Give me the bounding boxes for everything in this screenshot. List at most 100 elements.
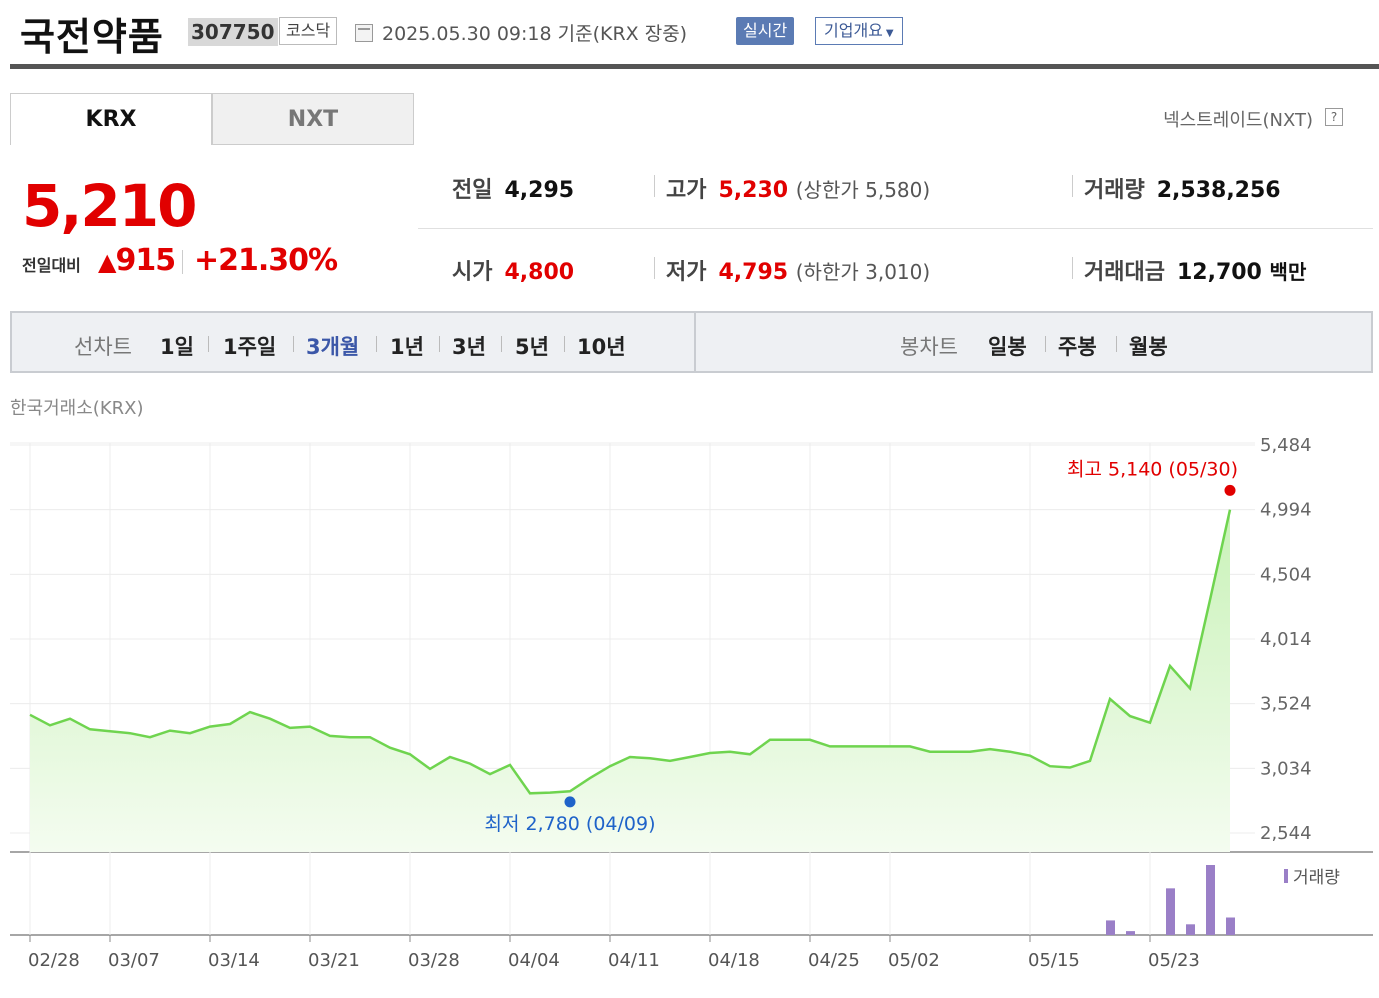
period-3y[interactable]: 3년: [452, 335, 486, 359]
high-label: 최고 5,140 (05/30): [1067, 458, 1238, 480]
volume-bars: 거래량: [1106, 865, 1340, 935]
annotations: 최고 5,140 (05/30) 최저 2,780 (04/09): [484, 458, 1238, 834]
low-marker: [564, 796, 576, 808]
period-separator: [376, 336, 377, 352]
x-tick-label: 05/15: [1028, 950, 1080, 971]
y-tick-label: 3,034: [1260, 758, 1312, 779]
candle-monthly[interactable]: 월봉: [1129, 335, 1168, 359]
stat-value: 4,800: [504, 260, 575, 285]
change-label: 전일대비: [22, 256, 81, 275]
x-tick-label: 03/07: [108, 950, 160, 971]
stat-low: 저가 4,795 (하한가 3,010): [666, 254, 930, 286]
high-marker: [1224, 484, 1236, 496]
period-separator: [293, 336, 294, 352]
current-price: 5,210: [22, 172, 197, 240]
period-separator: [501, 336, 502, 352]
stock-name: 국전약품: [20, 15, 164, 59]
stat-label: 고가: [666, 178, 707, 203]
quote-datetime: 2025.05.30 09:18 기준(KRX 장중): [382, 23, 688, 45]
period-1w[interactable]: 1주일: [223, 335, 277, 359]
stat-label: 저가: [666, 260, 707, 285]
stat-value: 4,295: [504, 178, 575, 203]
stat-value: 12,700: [1176, 260, 1262, 285]
lower-limit: (하한가 3,010): [795, 260, 931, 284]
volume-legend-label: 거래량: [1293, 868, 1340, 888]
stat-divider: [418, 228, 1373, 229]
stock-header: 국전약품 307750 코스닥 2025.05.30 09:18 기준(KRX …: [0, 0, 1379, 66]
change-percent: +21.30%: [194, 243, 338, 278]
x-tick-label: 04/18: [708, 950, 760, 971]
period-separator: [1045, 336, 1046, 352]
calendar-icon: [355, 24, 373, 42]
stat-label: 시가: [452, 260, 493, 285]
stat-open: 시가 4,800: [452, 254, 574, 286]
tab-nxt[interactable]: NXT: [212, 93, 414, 145]
candle-weekly[interactable]: 주봉: [1058, 335, 1097, 359]
stat-label: 전일: [452, 178, 493, 203]
volume-bar: [1106, 920, 1115, 935]
stat-volume: 거래량 2,538,256: [1084, 172, 1281, 204]
realtime-button[interactable]: 실시간: [736, 17, 795, 45]
company-info-dropdown[interactable]: 기업개요 ▼: [815, 17, 903, 45]
period-1y[interactable]: 1년: [390, 335, 424, 359]
candle-chart-label: 봉차트: [900, 335, 958, 359]
stat-value: 4,795: [718, 260, 789, 285]
change-amount: 915: [115, 243, 176, 278]
chart-grid: [10, 442, 1373, 936]
x-tick-label: 04/25: [808, 950, 860, 971]
low-label: 최저 2,780 (04/09): [484, 813, 655, 835]
volume-bar: [1206, 865, 1215, 935]
chart-source: 한국거래소(KRX): [10, 398, 144, 419]
up-arrow-icon: ▲: [98, 248, 116, 276]
help-icon[interactable]: ?: [1325, 108, 1343, 126]
stat-label: 거래량: [1084, 178, 1145, 203]
candle-daily[interactable]: 일봉: [988, 335, 1027, 359]
company-info-label: 기업개요: [824, 21, 883, 40]
change-separator: [182, 250, 183, 274]
y-tick-label: 4,014: [1260, 629, 1312, 650]
stat-unit: 백만: [1269, 260, 1307, 284]
period-3m[interactable]: 3개월: [306, 335, 360, 359]
change-value: ▲915: [98, 243, 176, 278]
period-separator: [1116, 336, 1117, 352]
nextrade-link[interactable]: 넥스트레이드(NXT): [1163, 110, 1313, 131]
volume-bar: [1126, 931, 1135, 935]
x-tick-label: 02/28: [28, 950, 80, 971]
upper-limit: (상한가 5,580): [795, 178, 931, 202]
header-divider: [10, 64, 1379, 69]
y-tick-label: 4,504: [1260, 564, 1312, 585]
period-1d[interactable]: 1일: [160, 335, 194, 359]
y-axis: 5,484 4,994 4,504 4,014 3,524 3,034 2,544: [1260, 435, 1312, 844]
line-chart-label: 선차트: [74, 335, 132, 359]
tab-krx[interactable]: KRX: [10, 93, 212, 145]
period-5y[interactable]: 5년: [515, 335, 549, 359]
stat-high: 고가 5,230 (상한가 5,580): [666, 172, 930, 204]
stat-amount: 거래대금 12,700 백만: [1084, 254, 1306, 286]
period-bar-divider: [694, 313, 696, 371]
volume-bar: [1166, 888, 1175, 935]
stat-separator: [654, 175, 655, 197]
x-axis: 02/28 03/07 03/14 03/21 03/28 04/04 04/11 04/18…: [28, 935, 1200, 971]
x-tick-label: 03/14: [208, 950, 260, 971]
period-separator: [208, 336, 209, 352]
period-separator: [564, 336, 565, 352]
x-tick-label: 04/04: [508, 950, 560, 971]
period-10y[interactable]: 10년: [577, 335, 626, 359]
price-line: [29, 509, 1232, 795]
stat-separator: [654, 257, 655, 279]
period-separator: [439, 336, 440, 352]
price-area: [30, 509, 1230, 852]
x-tick-label: 03/21: [308, 950, 360, 971]
y-tick-label: 3,524: [1260, 694, 1312, 715]
price-chart: 5,484 4,994 4,504 4,014 3,524 3,034 2,544 02/2…: [10, 435, 1373, 971]
volume-bar: [1186, 924, 1195, 935]
stat-prev-close: 전일 4,295: [452, 172, 574, 204]
stat-value: 2,538,256: [1156, 178, 1281, 203]
y-tick-label: 4,994: [1260, 500, 1312, 521]
stat-value: 5,230: [718, 178, 789, 203]
volume-legend-swatch: [1284, 869, 1288, 883]
x-tick-label: 05/02: [888, 950, 940, 971]
stat-separator: [1072, 175, 1073, 197]
stat-separator: [1072, 257, 1073, 279]
period-bar: 선차트 1일 1주일 3개월 1년 3년 5년 10년 봉차트 일봉 주봉 월봉: [10, 311, 1373, 373]
